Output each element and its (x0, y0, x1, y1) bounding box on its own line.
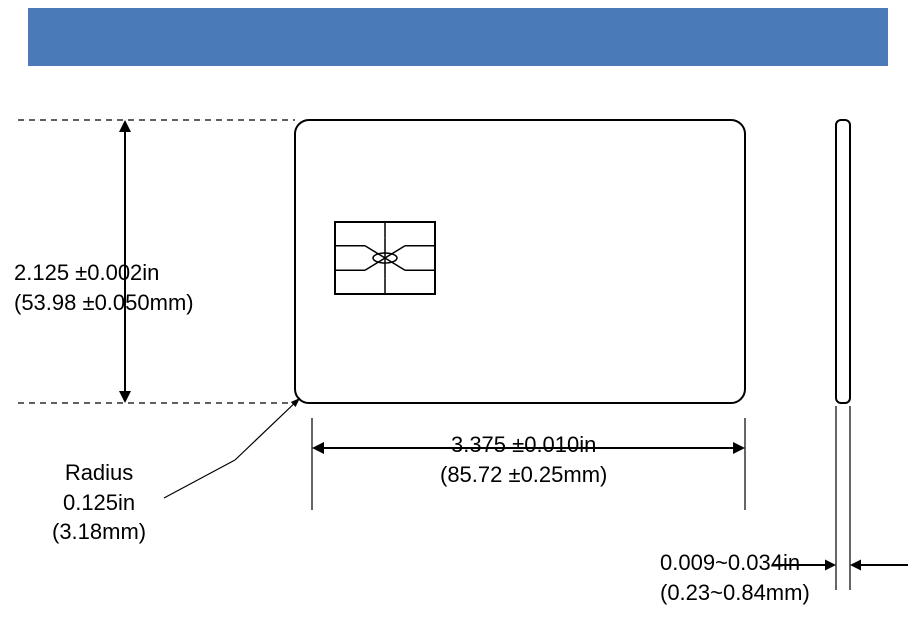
width-dim-mm: (85.72 ±0.25mm) (440, 462, 607, 487)
thickness-dimension-label: 0.009~0.034in (0.23~0.84mm) (660, 548, 810, 607)
thickness-dim-mm: (0.23~0.84mm) (660, 580, 810, 605)
radius-dimension-label: Radius 0.125in (3.18mm) (52, 458, 146, 547)
title-banner (28, 8, 888, 66)
radius-dim-mm: (3.18mm) (52, 519, 146, 544)
thickness-dim-inches: 0.009~0.034in (660, 550, 800, 575)
width-dim-inches: 3.375 ±0.010in (451, 432, 596, 457)
height-dim-mm: (53.98 ±0.050mm) (14, 290, 194, 315)
radius-dim-inches: 0.125in (63, 490, 135, 515)
height-dim-inches: 2.125 ±0.002in (14, 260, 159, 285)
height-dimension-label: 2.125 ±0.002in (53.98 ±0.050mm) (14, 258, 194, 317)
card-dimension-diagram: 2.125 ±0.002in (53.98 ±0.050mm) 3.375 ±0… (0, 100, 916, 620)
width-dimension-label: 3.375 ±0.010in (85.72 ±0.25mm) (440, 430, 607, 489)
radius-dim-title: Radius (65, 460, 133, 485)
